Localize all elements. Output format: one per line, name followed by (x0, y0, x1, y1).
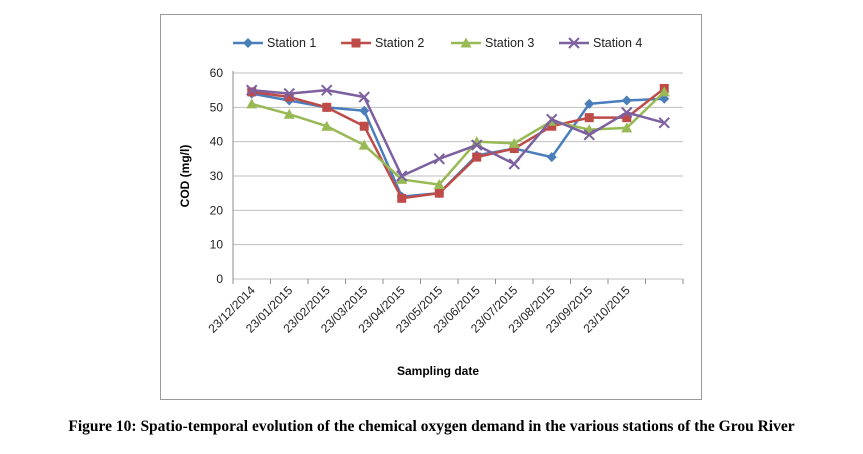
data-point (658, 117, 670, 129)
legend-label: Station 1 (267, 36, 316, 50)
y-tick-label: 50 (210, 100, 224, 114)
series-line (251, 90, 666, 186)
y-tick-label: 10 (210, 238, 224, 252)
legend-label: Station 4 (593, 36, 642, 50)
y-tick-label: 40 (210, 135, 224, 149)
legend-marker (351, 38, 361, 48)
data-point (471, 139, 483, 151)
data-point (621, 106, 633, 119)
data-point (397, 193, 407, 203)
data-point (246, 98, 258, 109)
legend: Station 1 Station 2 Station 3 Station 4 (233, 36, 642, 50)
figure-caption: Figure 10: Spatio-temporal evolution of … (68, 418, 795, 435)
data-point (284, 92, 294, 102)
data-point (283, 108, 295, 119)
data-point (472, 152, 482, 162)
series-line (251, 92, 665, 198)
data-point (622, 113, 632, 123)
data-point (509, 144, 519, 154)
y-tick-label: 30 (210, 169, 224, 183)
y-axis-label: COD (mg/l) (178, 145, 192, 208)
data-point (321, 120, 333, 131)
y-tick-labels: 0 10 20 30 40 50 60 (210, 66, 224, 286)
data-point (247, 87, 257, 97)
data-point (546, 113, 558, 126)
data-point (396, 170, 408, 182)
data-point (658, 86, 670, 97)
data-point (508, 158, 520, 170)
chart-frame: Station 1 Station 2 Station 3 Station 4 0 10… (160, 14, 702, 400)
data-point (246, 84, 258, 96)
y-tick-label: 20 (210, 203, 224, 217)
x-tick-labels: 23/12/201423/01/201523/02/201523/03/2015… (206, 279, 684, 336)
data-point (396, 173, 408, 184)
legend-marker (568, 37, 580, 49)
data-point (547, 121, 557, 131)
data-point (621, 122, 633, 133)
series-station-4 (246, 84, 670, 182)
legend-marker (243, 38, 253, 48)
data-point (584, 113, 594, 123)
data-point (508, 137, 520, 148)
legend-marker (460, 37, 472, 48)
data-point (359, 105, 370, 116)
data-point (621, 95, 632, 106)
cod-line-chart: Station 1 Station 2 Station 3 Station 4 0 10… (178, 36, 684, 378)
y-tick-label: 0 (216, 272, 223, 286)
data-point (321, 84, 333, 96)
series-line (251, 87, 666, 200)
series-station-1 (246, 88, 670, 202)
data-point (434, 188, 444, 198)
data-point (358, 91, 370, 103)
legend-item: Station 1 (233, 36, 316, 50)
data-point (584, 98, 595, 109)
y-tick-label: 60 (210, 66, 224, 80)
legend-label: Station 3 (485, 36, 534, 50)
legend-item: Station 3 (451, 36, 534, 50)
data-point (283, 87, 295, 100)
data-point (322, 102, 332, 112)
legend-item: Station 2 (341, 36, 424, 50)
data-point (546, 152, 557, 163)
series-lines (246, 83, 670, 203)
legend-item: Station 4 (559, 36, 642, 50)
x-axis-label: Sampling date (397, 364, 479, 378)
gridlines (232, 71, 683, 280)
data-point (433, 153, 445, 165)
legend-label: Station 2 (375, 36, 424, 50)
data-point (433, 179, 445, 190)
series-line (251, 88, 665, 178)
data-point (358, 139, 370, 150)
data-point (583, 129, 595, 141)
data-point (359, 121, 369, 131)
